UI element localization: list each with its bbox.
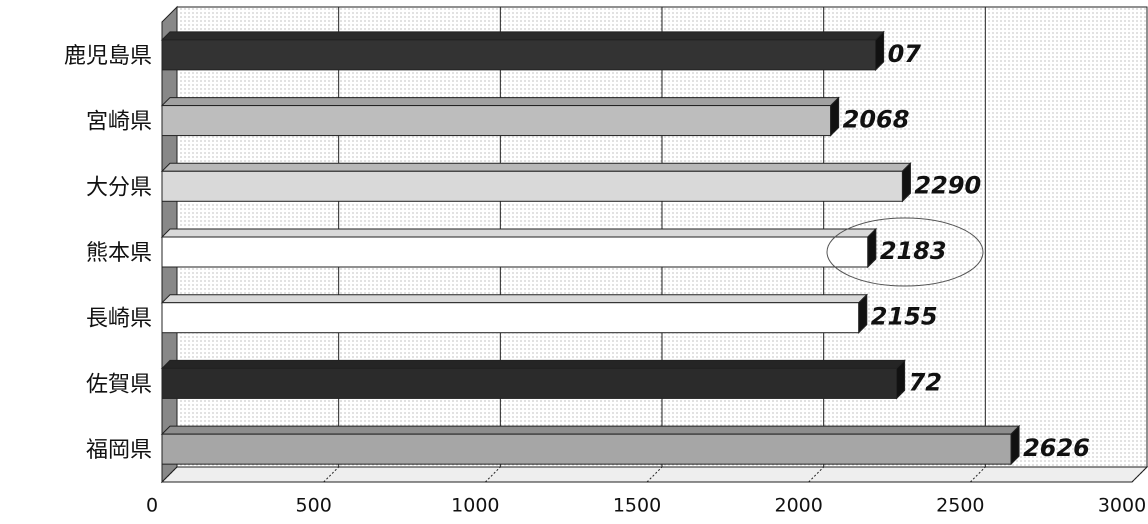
x-tick-label: 1500 [613,495,661,517]
category-label: 宮崎県 [86,110,152,135]
bar-end [1010,424,1020,466]
x-tick-label: 0 [146,495,158,517]
bar [161,367,898,399]
bar-end [901,162,911,203]
bar-end [896,359,906,400]
x-tick-label: 1000 [451,495,499,517]
bar-end [830,96,840,137]
bar [161,105,832,137]
x-tick-label: 2000 [774,495,822,517]
value-label: 2155 [871,303,938,331]
highlight-ellipse [826,217,984,287]
bar-top [160,425,1021,435]
bar-top [160,228,878,238]
value-label: 2183 [880,237,947,265]
bar-top [160,31,885,41]
bar [161,236,869,268]
tick-mark [969,466,986,483]
bar [161,39,877,71]
category-label: 福岡県 [86,438,152,463]
tick-mark [808,466,825,483]
tick-mark [646,466,663,483]
value-label: 07 [888,40,922,68]
category-label: 佐賀県 [86,372,152,397]
tick-mark [161,466,178,483]
bar-top [160,294,868,304]
bar-end [867,227,877,269]
bar [161,302,860,334]
category-label: 大分県 [86,175,152,200]
x-tick-label: 500 [296,495,332,517]
value-label: 2290 [914,171,981,199]
value-label: 2068 [843,106,910,134]
tick-mark [1131,466,1148,483]
category-label: 長崎県 [86,307,152,332]
bar-end [858,293,868,334]
bar-top [160,97,840,107]
value-label: 72 [909,368,942,396]
x-tick-label: 2500 [936,495,984,517]
bar [161,433,1012,465]
bar-end [875,30,885,72]
floor [160,466,1148,483]
x-tick-label: 3000 [1098,495,1146,517]
bar-top [160,359,906,369]
bar-top [160,162,912,172]
value-label: 2626 [1023,434,1090,462]
tick-mark [323,466,340,483]
category-label: 熊本県 [86,241,152,266]
tick-mark [484,466,501,483]
category-label: 鹿児島県 [64,44,152,69]
bar [161,170,903,202]
